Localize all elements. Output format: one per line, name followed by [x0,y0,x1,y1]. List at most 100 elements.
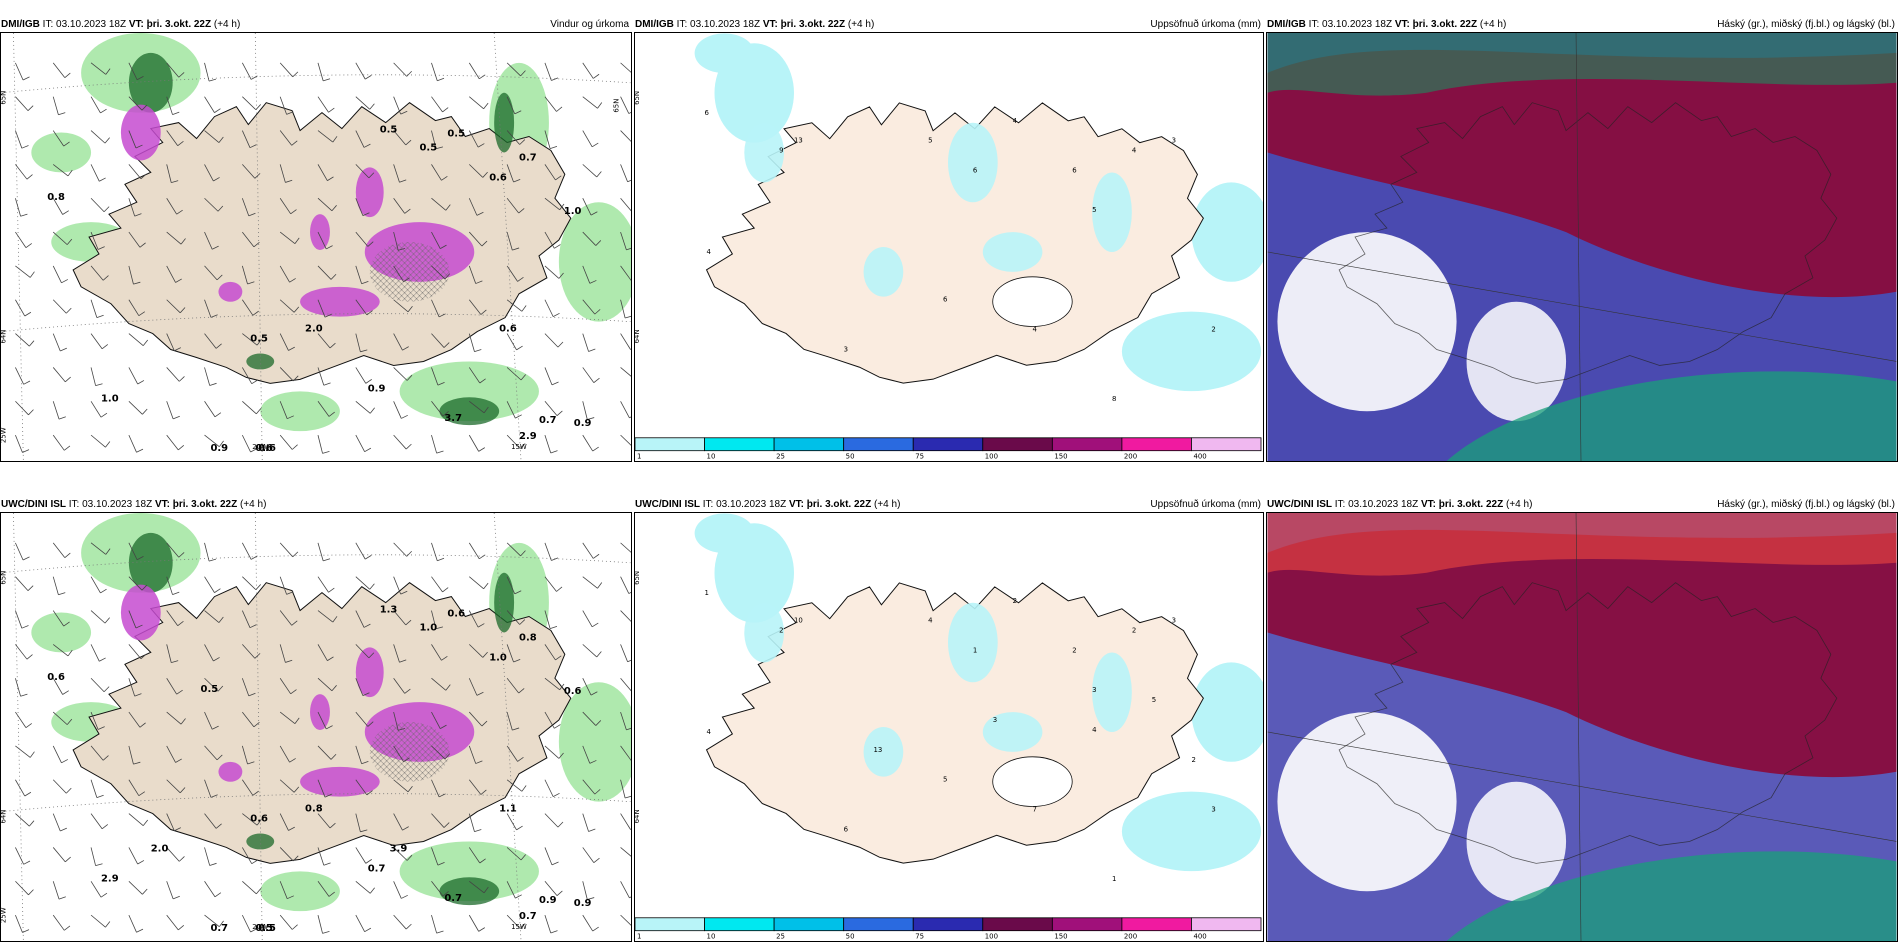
colorbar-segment [843,917,914,932]
wind-barb [241,542,252,560]
wind-barb [620,847,631,860]
precip-value: 0.9 [574,418,592,429]
wind-barb [279,434,293,450]
wind-barb [468,333,475,352]
precip-value: 3 [844,345,848,353]
wind-barb-flag [326,245,333,250]
wind-barb [279,130,293,146]
wind-barb-flag [549,146,558,149]
wind-barb-flag [594,309,601,315]
wind-barb-flag [219,440,224,447]
wind-barb [431,231,441,249]
wind-barb-flag [24,311,32,317]
wind-barb-flag [479,554,486,560]
wind-barb [166,434,179,451]
wind-barb [620,401,630,419]
wind-barb-flag [521,785,527,792]
wind-barb [506,610,520,625]
wind-barb-flag [95,383,103,387]
wind-barb [355,333,361,352]
wind-barb-flag [64,72,71,78]
wind-barb [317,644,328,661]
wind-barb [279,745,290,763]
wind-barb [15,711,27,728]
wind-barb [128,367,139,385]
wind-barb [204,881,216,898]
wind-barb-flag [217,205,224,212]
precip-value: 2 [1013,597,1017,605]
wind-barb-flag [176,209,183,215]
wind-barb [90,265,104,281]
wind-barb [279,164,286,183]
grid-label: 20W [252,923,268,931]
wind-barb-flag [142,819,149,826]
lead-time: (+4 h) [874,499,901,510]
wind-barb-flag [436,930,444,934]
wind-barb [506,62,521,77]
wind-barb-flag [249,144,257,149]
wind-barb-flag [22,76,30,81]
wind-barb-flag [552,312,560,317]
wind-barb [242,400,257,415]
it-value: 03.10.2023 18Z [690,19,761,30]
wind-barb-flag [322,931,330,934]
wind-barb-flag [139,242,146,248]
wind-barb [506,197,519,214]
wind-barb [241,914,251,933]
wind-barb-flag [251,859,259,865]
wind-barb-flag [215,343,222,349]
wind-barb-flag [597,102,603,109]
precip-value: 0.7 [210,923,228,934]
wind-barb-flag [29,751,35,758]
it-value: 03.10.2023 18Z [716,499,787,510]
wind-barb-flag [172,415,180,420]
mid-cloud-layer [1267,33,1897,96]
heavy-precip-area [246,833,275,850]
wind-barb [241,130,251,148]
mid-cloud-layer [1446,851,1897,941]
wind-barb-flag [437,382,445,386]
precip-value: 0.7 [519,152,537,163]
colorbar-tick: 150 [1054,933,1067,941]
wind-barb [620,542,631,556]
wind-barb [355,711,369,727]
wind-barb-flag [29,340,35,347]
wind-barb-flag [100,892,108,898]
wind-barb [241,678,250,697]
wind-barb [431,847,439,866]
model-name: UWC/DINI ISL [1,499,66,510]
wind-barb-flag [369,407,375,414]
wind-barb [468,745,477,764]
wind-barb [15,779,26,797]
wind-barb [506,881,516,899]
wind-barb-flag [213,177,220,182]
wind-barb-flag [478,447,485,452]
wind-barb [204,813,217,829]
colorbar-segment [1191,917,1262,932]
clear-sky-area [1277,232,1457,412]
wind-barb-flag [255,104,261,111]
wind-barb [90,813,103,830]
wind-barb-flag [28,409,34,416]
wind-barb-flag [290,689,297,695]
wind-barb [166,644,172,663]
precip-value: 3.9 [390,843,408,854]
wind-barb-flag [65,856,71,863]
precip-value: 1.0 [101,393,119,404]
wind-barb [204,542,210,562]
wind-barb [15,644,28,660]
wind-barb-flag [177,621,184,627]
wind-barb [393,164,400,183]
wind-barb-flag [136,448,144,453]
wind-barb [431,677,447,691]
precip-value: 0.6 [47,672,65,683]
wind-barb [393,576,402,595]
wind-barb [355,779,368,796]
wind-barb [15,130,23,149]
wind-barb-flag [628,109,631,114]
wind-barb-flag [556,586,563,592]
map-frame: 1 10 4 2 1 2 3 5 7 3 4 6 2 1 3 2 13 3 4 5 2 65N 64N 1 10 25 50 75 10… [634,512,1264,942]
precip-area [1191,182,1263,282]
wind-barb-flag [176,689,183,695]
wind-barb-flag [331,685,337,692]
